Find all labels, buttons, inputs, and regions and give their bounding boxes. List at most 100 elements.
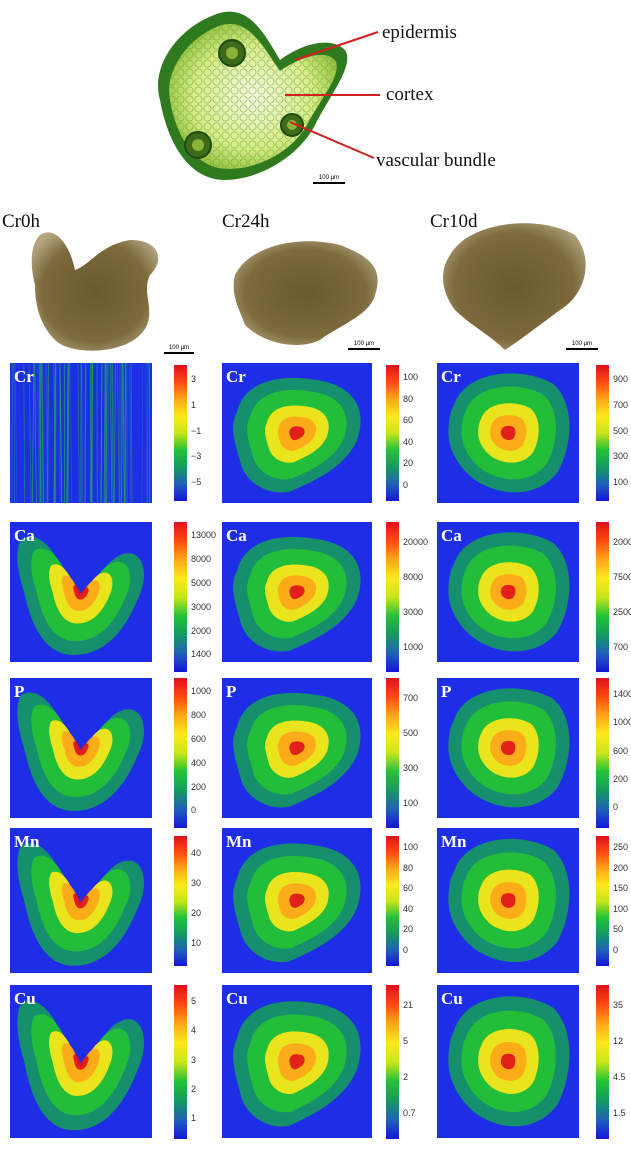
colorbar-tick-mn-cr24h: 40 (403, 904, 413, 914)
colorbar-tick-ca-cr10d: 20000 (613, 537, 631, 547)
colorbar-tick-p-cr0h: 200 (191, 782, 206, 792)
map-noise-stripe (142, 363, 143, 503)
colorbar-tick-cr-cr0h: 1 (191, 400, 196, 410)
colorbar-tick-mn-cr10d: 50 (613, 924, 623, 934)
colorbar-tick-cr-cr0h: 3 (191, 374, 196, 384)
colorbar-tick-mn-cr24h: 60 (403, 883, 413, 893)
colorbar-tick-ca-cr24h: 1000 (403, 642, 423, 652)
colorbar-p-cr24h (386, 678, 399, 828)
colorbar-tick-p-cr0h: 0 (191, 805, 196, 815)
colorbar-p-cr10d (596, 678, 609, 828)
colorbar-tick-cr-cr24h: 0 (403, 480, 408, 490)
element-map-ca-cr0h: Ca (10, 522, 152, 662)
colorbar-ca-cr10d (596, 522, 609, 672)
colorbar-tick-mn-cr24h: 100 (403, 842, 418, 852)
colorbar-tick-cu-cr10d: 4.5 (613, 1072, 626, 1082)
scale-bar-cr24h: 100 µm (348, 341, 380, 350)
colorbar-tick-p-cr10d: 0 (613, 802, 618, 812)
colorbar-tick-p-cr0h: 400 (191, 758, 206, 768)
colorbar-cr-cr24h (386, 365, 399, 501)
colorbar-tick-mn-cr10d: 250 (613, 842, 628, 852)
colorbar-tick-cu-cr24h: 21 (403, 1000, 413, 1010)
colorbar-tick-cu-cr24h: 0.7 (403, 1108, 416, 1118)
element-label-ca-cr10d: Ca (441, 526, 462, 546)
sample-photo-cr10d (443, 223, 586, 350)
element-label-ca-cr0h: Ca (14, 526, 35, 546)
leader-line-epidermis (295, 32, 378, 60)
element-label-cr-cr0h: Cr (14, 367, 34, 387)
colorbar-tick-ca-cr0h: 8000 (191, 554, 211, 564)
label-cortex: cortex (386, 84, 433, 106)
element-label-ca-cr24h: Ca (226, 526, 247, 546)
element-map-cr-cr24h: Cr (222, 363, 372, 503)
label-epidermis: epidermis (382, 22, 457, 44)
colorbar-tick-p-cr24h: 100 (403, 798, 418, 808)
colorbar-tick-mn-cr0h: 30 (191, 878, 201, 888)
scale-bar-cr10d-line (566, 348, 598, 350)
element-label-p-cr10d: P (441, 682, 451, 702)
colorbar-tick-p-cr10d: 1000 (613, 717, 631, 727)
colorbar-tick-p-cr10d: 200 (613, 774, 628, 784)
element-label-cu-cr0h: Cu (14, 989, 36, 1009)
colorbar-tick-mn-cr24h: 20 (403, 924, 413, 934)
colorbar-tick-mn-cr24h: 80 (403, 863, 413, 873)
colorbar-tick-mn-cr10d: 0 (613, 945, 618, 955)
colorbar-tick-cr-cr0h: −5 (191, 477, 201, 487)
colorbar-tick-p-cr0h: 800 (191, 710, 206, 720)
colorbar-tick-cr-cr10d: 300 (613, 451, 628, 461)
colorbar-tick-cr-cr24h: 80 (403, 394, 413, 404)
map-noise-stripe (55, 363, 56, 503)
colorbar-tick-cr-cr10d: 700 (613, 400, 628, 410)
colorbar-tick-cu-cr10d: 35 (613, 1000, 623, 1010)
element-map-mn-cr0h: Mn (10, 828, 152, 973)
label-vascular-bundle: vascular bundle (376, 150, 496, 172)
colorbar-tick-ca-cr24h: 3000 (403, 607, 423, 617)
scale-bar-cr0h: 100 µm (164, 345, 194, 354)
sample-photo-cr24h (234, 241, 378, 345)
element-map-p-cr24h: P (222, 678, 372, 818)
colorbar-tick-cu-cr0h: 3 (191, 1055, 196, 1065)
element-label-mn-cr10d: Mn (441, 832, 467, 852)
colorbar-tick-mn-cr10d: 150 (613, 883, 628, 893)
colorbar-tick-ca-cr0h: 1400 (191, 649, 211, 659)
colorbar-tick-p-cr24h: 300 (403, 763, 418, 773)
colorbar-tick-cu-cr0h: 5 (191, 996, 196, 1006)
colorbar-cu-cr10d (596, 985, 609, 1139)
colorbar-tick-cr-cr24h: 20 (403, 458, 413, 468)
colorbar-tick-ca-cr24h: 20000 (403, 537, 428, 547)
map-noise-stripe (146, 363, 147, 503)
colorbar-tick-ca-cr0h: 5000 (191, 578, 211, 588)
scale-bar-cr24h-label: 100 µm (348, 341, 380, 347)
colorbar-tick-mn-cr24h: 0 (403, 945, 408, 955)
element-label-p-cr24h: P (226, 682, 236, 702)
scale-bar-cr10d-label: 100 µm (566, 341, 598, 347)
element-map-cu-cr0h: Cu (10, 985, 152, 1138)
element-map-mn-cr24h: Mn (222, 828, 372, 973)
colorbar-tick-cu-cr24h: 2 (403, 1072, 408, 1082)
colorbar-cu-cr24h (386, 985, 399, 1139)
colorbar-ca-cr24h (386, 522, 399, 672)
colorbar-tick-ca-cr10d: 2500 (613, 607, 631, 617)
colorbar-tick-cu-cr10d: 1.5 (613, 1108, 626, 1118)
colorbar-tick-ca-cr0h: 13000 (191, 530, 216, 540)
colorbar-tick-mn-cr0h: 20 (191, 908, 201, 918)
colorbar-tick-p-cr10d: 1400 (613, 689, 631, 699)
element-map-ca-cr10d: Ca (437, 522, 579, 662)
element-label-cu-cr24h: Cu (226, 989, 248, 1009)
sample-photo-cr0h (32, 232, 158, 350)
scale-bar-cr24h-line (348, 348, 380, 350)
colorbar-tick-p-cr0h: 1000 (191, 686, 211, 696)
colorbar-tick-ca-cr10d: 700 (613, 642, 628, 652)
colorbar-tick-cr-cr0h: −1 (191, 426, 201, 436)
colorbar-tick-ca-cr0h: 3000 (191, 602, 211, 612)
colorbar-tick-cu-cr24h: 5 (403, 1036, 408, 1046)
element-label-mn-cr24h: Mn (226, 832, 252, 852)
element-map-image-p-cr10d (437, 678, 579, 818)
element-map-cr-cr10d: Cr (437, 363, 579, 503)
colorbar-mn-cr10d (596, 836, 609, 966)
colorbar-tick-cu-cr0h: 4 (191, 1025, 196, 1035)
colorbar-p-cr0h (174, 678, 187, 828)
colorbar-tick-cr-cr10d: 100 (613, 477, 628, 487)
leader-lines (0, 0, 631, 200)
element-map-cu-cr10d: Cu (437, 985, 579, 1138)
